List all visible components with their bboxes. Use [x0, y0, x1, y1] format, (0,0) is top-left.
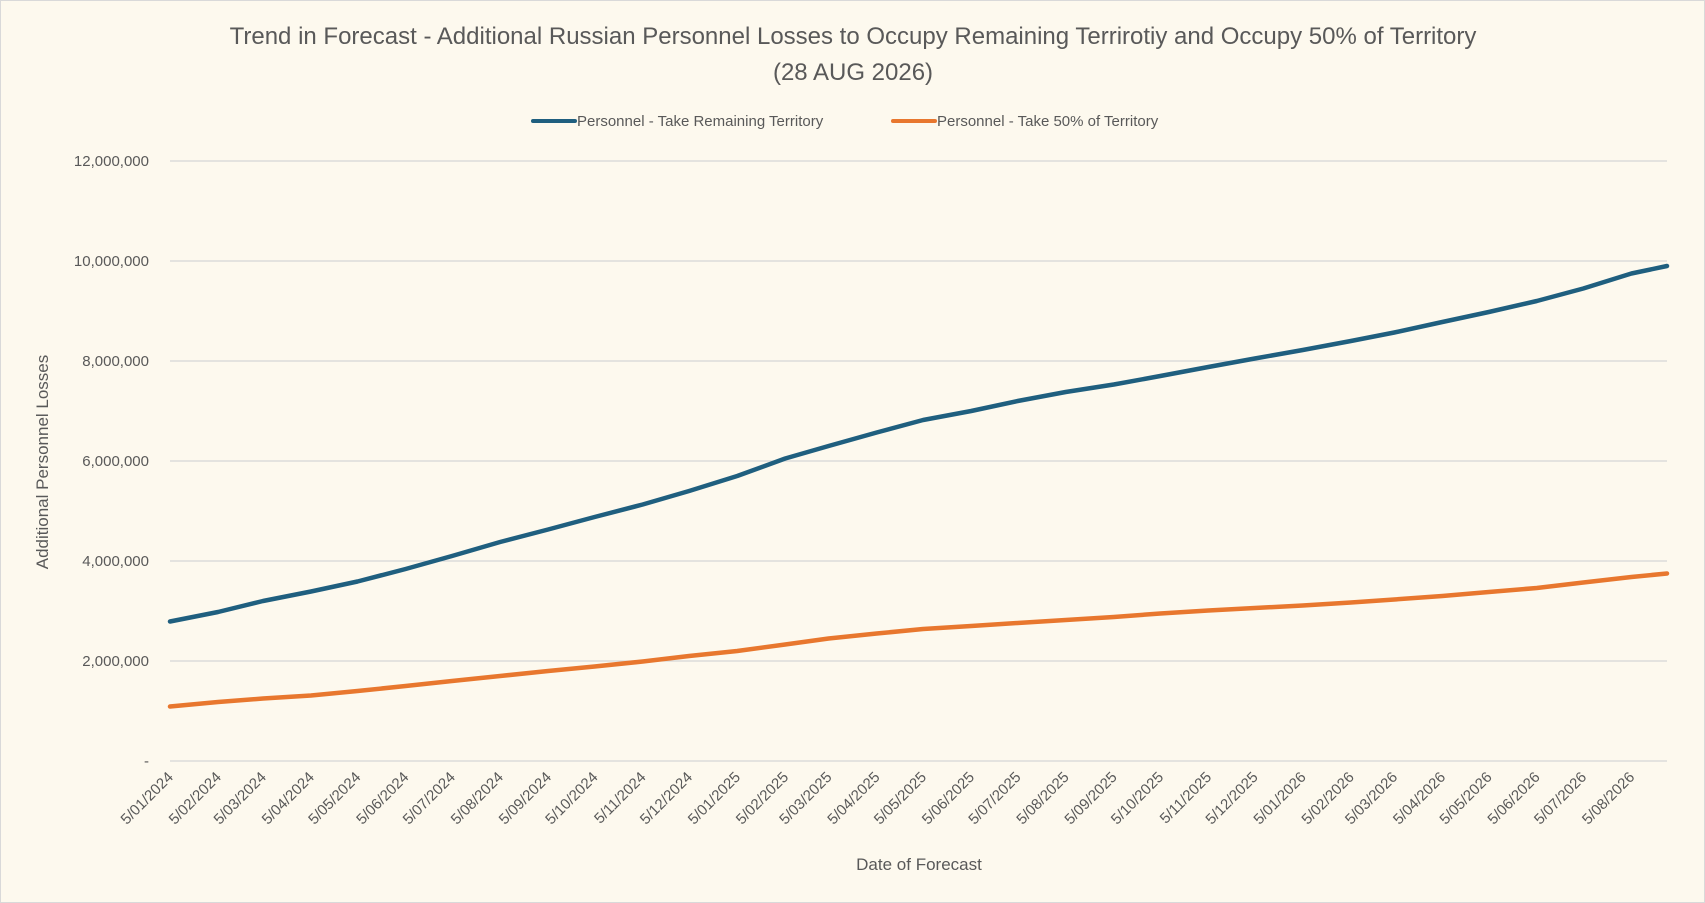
legend: Personnel - Take Remaining Territory Per… [531, 113, 1159, 130]
y-tick-label: 2,000,000 [82, 653, 149, 670]
legend-label-half: Personnel - Take 50% of Territory [937, 113, 1159, 130]
legend-label-remaining: Personnel - Take Remaining Territory [577, 113, 824, 130]
y-axis-ticks: - 2,000,000 4,000,000 6,000,000 8,000,000 10,… [74, 153, 149, 770]
y-tick-label: 10,000,000 [74, 253, 149, 270]
x-axis-label: Date of Forecast [856, 855, 982, 874]
series-line-remaining-territory [167, 263, 1670, 624]
series-lines [167, 263, 1670, 709]
y-tick-label: 12,000,000 [74, 153, 149, 170]
y-tick-label: 4,000,000 [82, 553, 149, 570]
x-tick-label: 5/08/2026 [1579, 769, 1638, 828]
series-line-50pct-territory [167, 571, 1670, 709]
x-axis-ticks: 5/01/20245/02/20245/03/20245/04/20245/05… [118, 769, 1639, 828]
y-tick-label: 6,000,000 [82, 453, 149, 470]
y-tick-label: - [144, 753, 149, 770]
y-axis-label: Additional Personnel Losses [33, 355, 52, 570]
y-tick-label: 8,000,000 [82, 353, 149, 370]
chart-title: Trend in Forecast - Additional Russian P… [230, 23, 1477, 50]
gridlines [170, 160, 1667, 762]
chart-subtitle: (28 AUG 2026) [773, 59, 933, 86]
